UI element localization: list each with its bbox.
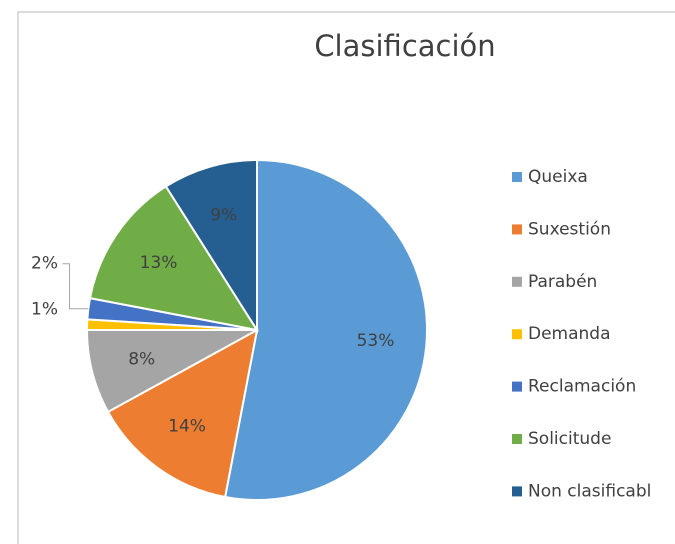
legend-label: Non clasificabl	[528, 481, 651, 501]
data-label: 8%	[128, 350, 155, 370]
pie-slice	[88, 185, 260, 332]
legend-label: Suxestión	[528, 219, 611, 239]
data-label: 9%	[210, 206, 237, 226]
pie-slice	[164, 158, 258, 334]
legend-label: Solicitude	[528, 429, 611, 449]
data-label: 53%	[357, 331, 395, 351]
pie-slice	[223, 158, 428, 501]
legend-swatch	[512, 329, 522, 340]
data-label: 1%	[31, 300, 58, 320]
legend-label: Demanda	[528, 324, 611, 344]
data-label: 2%	[31, 254, 58, 274]
legend-swatch	[512, 486, 522, 497]
pie-slice	[106, 328, 259, 499]
legend-swatch	[512, 434, 522, 444]
data-label: 13%	[140, 253, 178, 273]
legend-swatch	[512, 276, 522, 287]
chart-title: Clasificación	[314, 29, 495, 63]
data-label: 14%	[168, 416, 206, 436]
legend-swatch	[512, 381, 522, 392]
legend-label: Parabén	[528, 272, 597, 292]
legend-swatch	[512, 172, 522, 182]
legend-swatch	[512, 224, 522, 235]
legend-label: Queixa	[528, 167, 588, 187]
legend-label: Reclamación	[528, 377, 636, 397]
leader-line	[62, 263, 89, 310]
